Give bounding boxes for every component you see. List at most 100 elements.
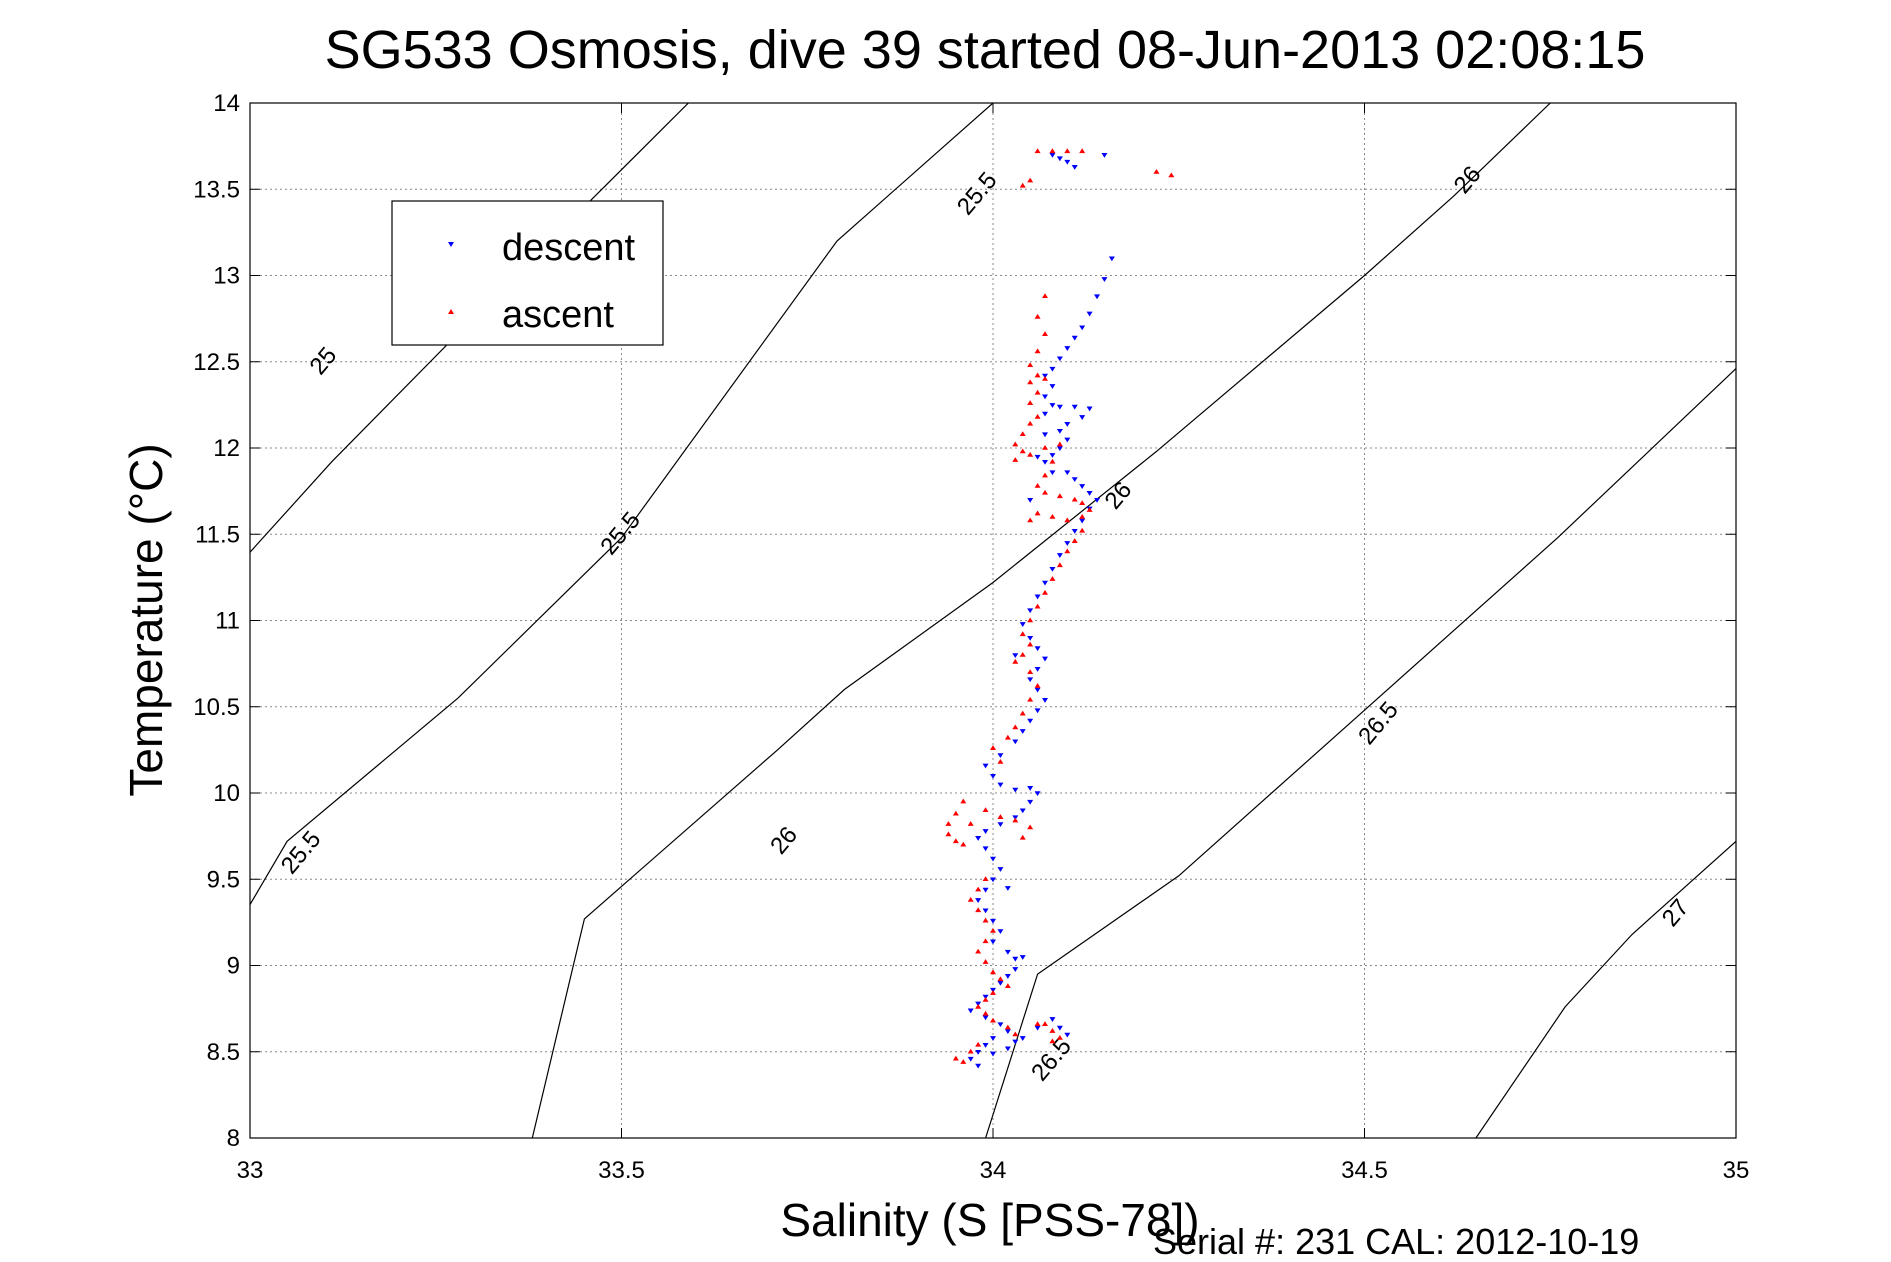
ascent-point	[1012, 724, 1019, 730]
descent-point	[1027, 608, 1034, 614]
ascent-point	[997, 814, 1004, 819]
y-tick-label: 10.5	[193, 694, 240, 721]
ascent-point	[1019, 431, 1026, 436]
descent-point	[1012, 739, 1019, 745]
density-contours	[250, 103, 1736, 1138]
ascent-point	[975, 907, 982, 913]
descent-point	[1004, 949, 1011, 955]
ascent-point	[1064, 148, 1071, 154]
descent-point	[982, 829, 989, 834]
descent-point	[967, 1008, 974, 1014]
descent-point	[1056, 356, 1063, 362]
descent-point	[997, 867, 1004, 872]
descent-point	[1027, 786, 1034, 791]
y-tick-label: 14	[213, 90, 240, 117]
descent-point	[1027, 635, 1034, 641]
ascent-point	[1079, 514, 1086, 519]
ascent-point	[1027, 379, 1034, 385]
ascent-point	[982, 959, 989, 964]
ascent-point	[1034, 603, 1041, 609]
ascent-point	[1034, 389, 1041, 395]
descent-point	[1056, 1025, 1063, 1031]
ascent-point	[1071, 538, 1078, 543]
descent-point	[997, 753, 1004, 759]
descent-point	[1027, 497, 1034, 503]
descent-point	[1034, 667, 1041, 672]
ascent-point	[1034, 148, 1041, 154]
legend: descent ascent	[391, 200, 664, 346]
ascent-point	[975, 1003, 982, 1009]
ascent-point	[952, 810, 959, 816]
ascent-point	[982, 997, 989, 1002]
descent-point	[1071, 477, 1078, 483]
descent-point	[1071, 335, 1078, 341]
descent-point	[1042, 460, 1049, 465]
legend-descent-label: descent	[502, 227, 636, 269]
descent-point	[1027, 677, 1034, 683]
descent-point	[1019, 1036, 1026, 1041]
ascent-point	[1004, 1024, 1011, 1030]
descent-point	[1012, 1039, 1019, 1045]
descent-point	[1086, 406, 1093, 412]
descent-point	[1019, 622, 1026, 627]
y-tick-label: 9	[227, 953, 240, 980]
descent-point	[1079, 415, 1086, 420]
ascent-point	[1034, 348, 1041, 354]
legend-descent-marker	[448, 242, 454, 247]
legend-ascent-label: ascent	[502, 294, 614, 336]
descent-point	[1086, 491, 1093, 496]
ascent-point	[1042, 376, 1049, 381]
descent-point	[1042, 411, 1049, 417]
ascent-point	[1012, 457, 1019, 462]
y-tick-label: 10	[213, 780, 240, 807]
y-tick-label: 8.5	[207, 1039, 240, 1066]
descent-point	[1056, 156, 1063, 162]
descent-point	[1004, 974, 1011, 979]
descent-point	[1064, 159, 1071, 165]
descent-point	[997, 822, 1004, 828]
y-tick-label: 11.5	[195, 521, 240, 548]
descent-point	[1049, 1017, 1056, 1022]
descent-point	[1049, 384, 1056, 389]
ascent-point	[1034, 510, 1041, 516]
descent-point	[1034, 687, 1041, 693]
ascent-point	[1027, 824, 1034, 830]
descent-point	[975, 836, 982, 841]
ascent-point	[1071, 496, 1078, 502]
ascent-point	[1019, 448, 1026, 454]
descent-point	[1012, 967, 1019, 972]
ascent-point	[1027, 696, 1034, 702]
ascent-point	[1027, 451, 1034, 457]
descent-point	[982, 763, 989, 769]
ascent-point	[960, 1059, 967, 1064]
y-tick-label: 12	[213, 435, 240, 462]
legend-box	[391, 200, 664, 346]
descent-point	[997, 929, 1004, 934]
descent-point	[997, 782, 1004, 788]
ascent-point	[982, 917, 989, 923]
descent-point	[1049, 566, 1056, 572]
descent-point	[1101, 152, 1108, 158]
ascent-point	[967, 821, 974, 826]
ascent-point	[1042, 472, 1049, 478]
ascent-point	[1049, 514, 1056, 519]
descent-point	[982, 887, 989, 893]
descent-point	[1064, 422, 1071, 427]
descent-point	[1071, 529, 1078, 534]
ascent-point	[1034, 683, 1041, 688]
ascent-point	[960, 798, 967, 804]
ascent-point	[1049, 1038, 1056, 1044]
ascent-point	[1027, 641, 1034, 647]
descent-point	[1034, 646, 1041, 652]
x-tick-label: 35	[1723, 1157, 1750, 1184]
y-tick-label: 11	[215, 608, 240, 635]
ascent-point	[1042, 331, 1049, 336]
descent-point	[1064, 1032, 1071, 1038]
descent-point	[1108, 256, 1115, 262]
ascent-point	[990, 969, 996, 975]
ascent-point	[1153, 169, 1160, 174]
ascent-point	[1019, 710, 1026, 716]
descent-point	[1071, 165, 1078, 170]
descent-point	[975, 898, 982, 903]
ascent-point	[1027, 517, 1034, 523]
